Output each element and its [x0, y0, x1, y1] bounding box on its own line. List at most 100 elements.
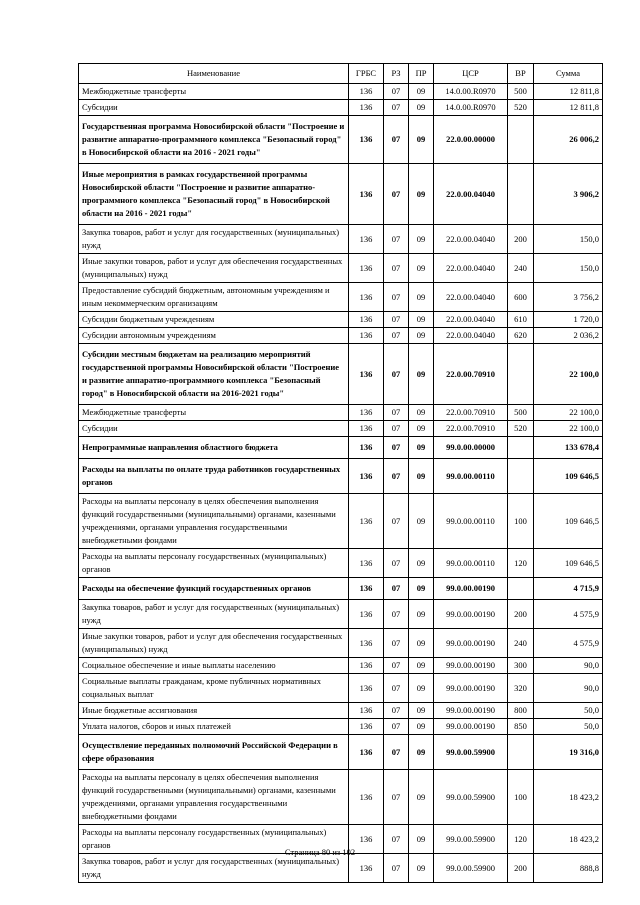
cell-rz: 07 — [383, 628, 409, 658]
table-row: Расходы на выплаты персоналу в целях обе… — [78, 769, 603, 825]
cell-name: Закупка товаров, работ и услуг для госуд… — [78, 224, 349, 254]
cell-vr: 100 — [507, 493, 534, 549]
page-number-footer: Страница 80 из 102 — [284, 847, 356, 857]
cell-vr: 200 — [507, 224, 534, 254]
cell-csr: 22.0.00.04040 — [433, 311, 508, 328]
cell-rz: 07 — [383, 718, 409, 735]
cell-sum: 12 811,8 — [533, 83, 603, 100]
cell-grbs: 136 — [348, 548, 384, 578]
cell-vr: 200 — [507, 853, 534, 883]
cell-pr: 09 — [408, 311, 434, 328]
cell-sum: 2 036,2 — [533, 327, 603, 344]
cell-rz: 07 — [383, 853, 409, 883]
cell-name: Иные закупки товаров, работ и услуг для … — [78, 628, 349, 658]
table-row: Предоставление субсидий бюджетным, автон… — [78, 282, 603, 312]
cell-rz: 07 — [383, 599, 409, 629]
table-row: Осуществление переданных полномочий Росс… — [78, 734, 603, 770]
cell-sum: 18 423,2 — [533, 824, 603, 854]
table-header-row: Наименование ГРБС РЗ ПР ЦСР ВР Сумма — [78, 63, 603, 84]
cell-sum: 888,8 — [533, 853, 603, 883]
table-row: Государственная программа Новосибирской … — [78, 115, 603, 164]
table-body: Межбюджетные трансферты 136 07 09 14.0.00.R0… — [78, 83, 603, 883]
table-row: Субсидии бюджетным учреждениям 136 07 09 22.… — [78, 311, 603, 328]
cell-csr: 99.0.00.59900 — [433, 824, 508, 854]
cell-grbs: 136 — [348, 657, 384, 674]
cell-vr — [507, 163, 534, 225]
cell-sum: 90,0 — [533, 673, 603, 703]
cell-grbs: 136 — [348, 282, 384, 312]
cell-pr: 09 — [408, 769, 434, 825]
cell-pr: 09 — [408, 224, 434, 254]
table-row: Субсидии местным бюджетам на реализацию … — [78, 343, 603, 405]
cell-grbs: 136 — [348, 115, 384, 164]
cell-rz: 07 — [383, 548, 409, 578]
cell-name: Межбюджетные трансферты — [78, 404, 349, 421]
cell-grbs: 136 — [348, 404, 384, 421]
cell-vr — [507, 343, 534, 405]
cell-vr: 240 — [507, 253, 534, 283]
cell-vr: 200 — [507, 599, 534, 629]
cell-csr: 99.0.00.00110 — [433, 493, 508, 549]
cell-vr: 850 — [507, 718, 534, 735]
cell-csr: 22.0.00.70910 — [433, 343, 508, 405]
cell-sum: 4 575,9 — [533, 628, 603, 658]
cell-pr: 09 — [408, 343, 434, 405]
cell-pr: 09 — [408, 853, 434, 883]
cell-grbs: 136 — [348, 628, 384, 658]
cell-sum: 3 906,2 — [533, 163, 603, 225]
cell-name: Субсидии бюджетным учреждениям — [78, 311, 349, 328]
table-row: Субсидии 136 07 09 22.0.00.70910 520 22 100,0 — [78, 420, 603, 437]
table-row: Социальные выплаты гражданам, кроме публ… — [78, 673, 603, 703]
cell-csr: 99.0.00.59900 — [433, 769, 508, 825]
cell-grbs: 136 — [348, 702, 384, 719]
cell-vr: 600 — [507, 282, 534, 312]
column-header-rz: РЗ — [383, 63, 409, 84]
table-row: Межбюджетные трансферты 136 07 09 22.0.00.70… — [78, 404, 603, 421]
cell-pr: 09 — [408, 282, 434, 312]
cell-csr: 22.0.00.04040 — [433, 282, 508, 312]
cell-rz: 07 — [383, 458, 409, 494]
cell-name: Расходы на выплаты персоналу государстве… — [78, 548, 349, 578]
cell-name: Осуществление переданных полномочий Росс… — [78, 734, 349, 770]
cell-sum: 4 715,9 — [533, 577, 603, 600]
cell-name: Иные бюджетные ассигнования — [78, 702, 349, 719]
cell-pr: 09 — [408, 115, 434, 164]
table-row: Иные закупки товаров, работ и услуг для … — [78, 253, 603, 283]
cell-grbs: 136 — [348, 673, 384, 703]
cell-name: Субсидии — [78, 420, 349, 437]
cell-sum: 1 720,0 — [533, 311, 603, 328]
cell-csr: 99.0.00.00190 — [433, 702, 508, 719]
cell-name: Субсидии местным бюджетам на реализацию … — [78, 343, 349, 405]
cell-csr: 99.0.00.00000 — [433, 436, 508, 459]
table-row: Субсидии 136 07 09 14.0.00.R0970 520 12 811,8 — [78, 99, 603, 116]
cell-vr: 520 — [507, 420, 534, 437]
cell-grbs: 136 — [348, 769, 384, 825]
cell-pr: 09 — [408, 327, 434, 344]
cell-rz: 07 — [383, 436, 409, 459]
table-row: Иные бюджетные ассигнования 136 07 09 99.0.0… — [78, 702, 603, 719]
table-row: Уплата налогов, сборов и иных платежей 13… — [78, 718, 603, 735]
cell-grbs: 136 — [348, 734, 384, 770]
cell-vr: 120 — [507, 548, 534, 578]
cell-pr: 09 — [408, 657, 434, 674]
cell-pr: 09 — [408, 420, 434, 437]
column-header-sum: Сумма — [533, 63, 603, 84]
column-header-name: Наименование — [78, 63, 349, 84]
cell-grbs: 136 — [348, 224, 384, 254]
cell-rz: 07 — [383, 99, 409, 116]
cell-rz: 07 — [383, 493, 409, 549]
cell-rz: 07 — [383, 702, 409, 719]
cell-sum: 90,0 — [533, 657, 603, 674]
cell-sum: 22 100,0 — [533, 404, 603, 421]
cell-rz: 07 — [383, 673, 409, 703]
cell-sum: 12 811,8 — [533, 99, 603, 116]
cell-csr: 99.0.00.00190 — [433, 599, 508, 629]
cell-pr: 09 — [408, 253, 434, 283]
cell-pr: 09 — [408, 436, 434, 459]
cell-name: Уплата налогов, сборов и иных платежей — [78, 718, 349, 735]
cell-grbs: 136 — [348, 493, 384, 549]
cell-csr: 99.0.00.00190 — [433, 673, 508, 703]
cell-grbs: 136 — [348, 311, 384, 328]
cell-grbs: 136 — [348, 99, 384, 116]
